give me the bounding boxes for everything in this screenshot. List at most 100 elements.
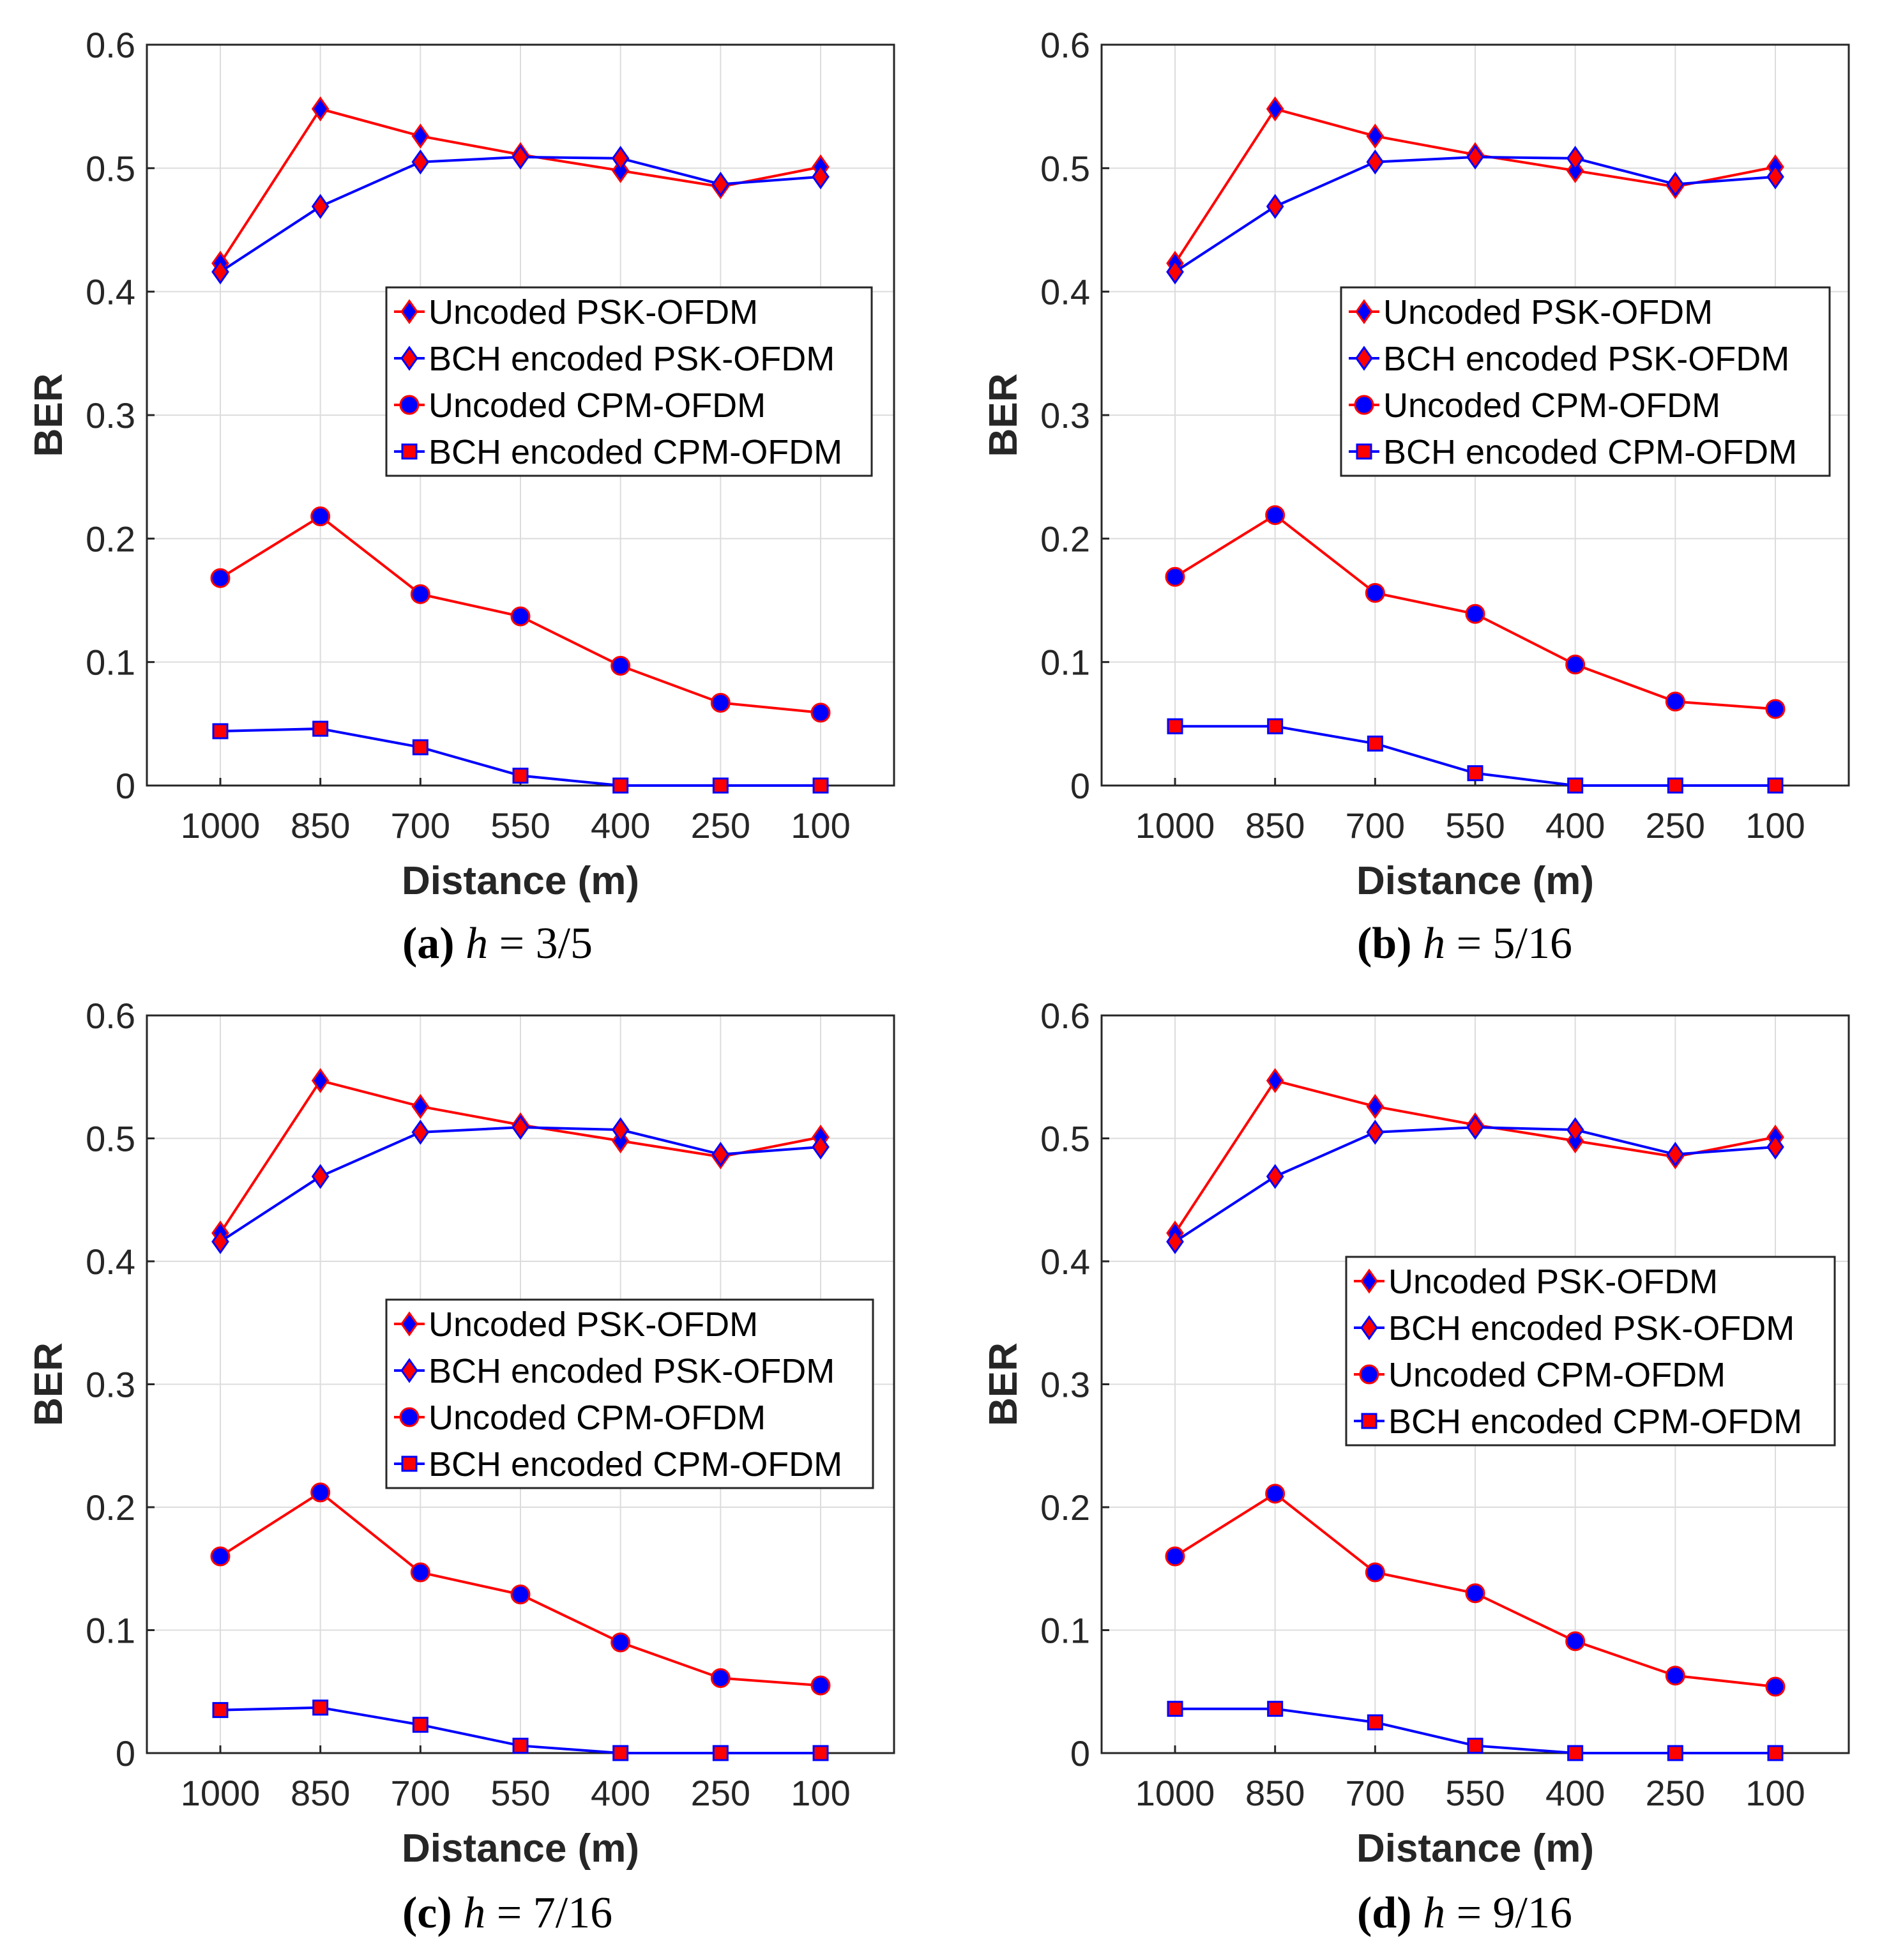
legend-marker-circle [399,1407,420,1427]
data-point-square [1367,735,1383,752]
legend-entry-label: Uncoded CPM-OFDM [1383,386,1720,425]
data-point-diamond [1766,1134,1784,1160]
y-tick-label: 0.4 [1040,1242,1090,1282]
legend-entry-label: BCH encoded PSK-OFDM [1388,1309,1794,1348]
data-point-diamond [711,171,730,197]
caption-value: 7/16 [533,1888,612,1938]
y-tick-label: 0.5 [1040,1119,1090,1159]
y-tick-label: 0.6 [86,996,135,1036]
x-tick-label: 850 [1245,1773,1305,1813]
y-tick-label: 0.2 [1040,519,1090,559]
x-tick-label: 250 [691,1773,750,1813]
x-tick-label: 550 [1445,1773,1505,1813]
data-point-diamond [1166,1229,1184,1254]
caption-variable: h [1423,1888,1445,1938]
data-point-circle [1765,1676,1786,1697]
data-point-square [512,768,529,784]
x-tick-label: 850 [1245,805,1305,846]
data-point-circle [1365,582,1385,603]
caption-value: 9/16 [1493,1888,1572,1938]
data-point-diamond [1366,1120,1385,1145]
data-point-diamond [1266,1164,1284,1189]
chart-panel: 0 0.1 0.2 0.3 0.4 0.5 0.6 1000 850 700 550 400 250 10… [982,25,1850,968]
x-tick-label: 700 [391,805,450,846]
caption-equals: = [488,919,535,968]
y-tick-label: 0.4 [86,1242,135,1282]
data-point-square [212,1702,229,1719]
caption-variable: h [466,919,488,968]
data-point-square [1767,1745,1784,1761]
data-point-square [1167,718,1183,734]
data-point-circle [1765,699,1786,719]
x-tick-label: 100 [1745,805,1805,846]
data-point-square [1267,1701,1284,1717]
data-point-circle [810,1675,831,1696]
y-tick-label: 0.3 [1040,1365,1090,1405]
caption-variable: h [463,1888,485,1938]
data-point-circle [611,1632,631,1653]
data-point-circle [710,692,731,713]
data-point-diamond [311,194,330,219]
data-point-diamond [1766,164,1784,190]
data-point-diamond [812,1134,830,1160]
y-tick-label: 0 [1070,1733,1090,1774]
y-tick-label: 0.5 [86,1119,135,1159]
y-tick-label: 0.3 [86,395,135,436]
y-axis-title: BER [982,1342,1026,1426]
chart-panel: 0 0.1 0.2 0.3 0.4 0.5 0.6 1000 850 700 550 400 250 10… [27,25,895,968]
legend-entry-label: BCH encoded CPM-OFDM [429,433,842,471]
legend-marker-diamond [1360,1315,1378,1341]
x-tick-label: 400 [591,805,650,846]
legend-marker-circle [1354,395,1374,415]
data-point-diamond [411,1093,430,1120]
data-point-square [312,720,329,737]
legend-entry-label: Uncoded PSK-OFDM [1388,1263,1718,1301]
caption-space [1412,919,1423,968]
data-point-square [812,1745,829,1761]
data-point-square [1567,777,1584,794]
data-point-square [512,1737,529,1754]
data-point-square [212,723,229,740]
x-axis-title: Distance (m) [402,1827,639,1871]
y-tick-label: 0.2 [1040,1487,1090,1528]
legend-entry-label: BCH encoded PSK-OFDM [1383,340,1789,378]
x-axis-title: Distance (m) [402,859,639,903]
caption-letter: (d) [1357,1888,1412,1938]
x-tick-label: 1000 [1135,1773,1215,1813]
data-point-square [1767,777,1784,794]
legend-entry-label: Uncoded PSK-OFDM [1383,293,1713,331]
x-tick-label: 700 [391,1773,450,1813]
x-tick-label: 850 [291,1773,350,1813]
data-point-square [612,1745,629,1761]
data-point-diamond [1666,1141,1685,1167]
x-tick-label: 700 [1346,805,1405,846]
data-point-square [712,1745,729,1761]
x-tick-label: 100 [791,1773,850,1813]
data-point-circle [510,1584,531,1605]
data-point-diamond [311,1164,330,1189]
x-tick-label: 400 [1545,1773,1605,1813]
data-point-diamond [812,164,830,190]
data-point-square [1267,718,1284,734]
data-point-diamond [611,1117,630,1143]
y-axis-title: BER [27,374,71,457]
legend-entry-label: BCH encoded CPM-OFDM [429,1445,842,1484]
legend-marker-square [1356,443,1372,460]
data-point-diamond [1466,144,1484,170]
caption-equals: = [1445,1888,1492,1938]
data-point-diamond [411,123,430,149]
legend-marker-square [1361,1413,1377,1429]
legend-entry-label: BCH encoded PSK-OFDM [429,1352,835,1390]
legend-marker-diamond [400,1358,418,1383]
data-point-square [412,739,429,756]
data-point-circle [310,1482,331,1503]
x-tick-label: 400 [591,1773,650,1813]
legend-box [1340,286,1831,477]
data-point-circle [1565,655,1586,675]
legend-marker-circle [1359,1364,1379,1385]
y-tick-label: 0.6 [1040,25,1090,65]
data-point-square [1367,1714,1383,1731]
y-axis-title: BER [982,374,1026,457]
legend-box [1345,1256,1836,1447]
